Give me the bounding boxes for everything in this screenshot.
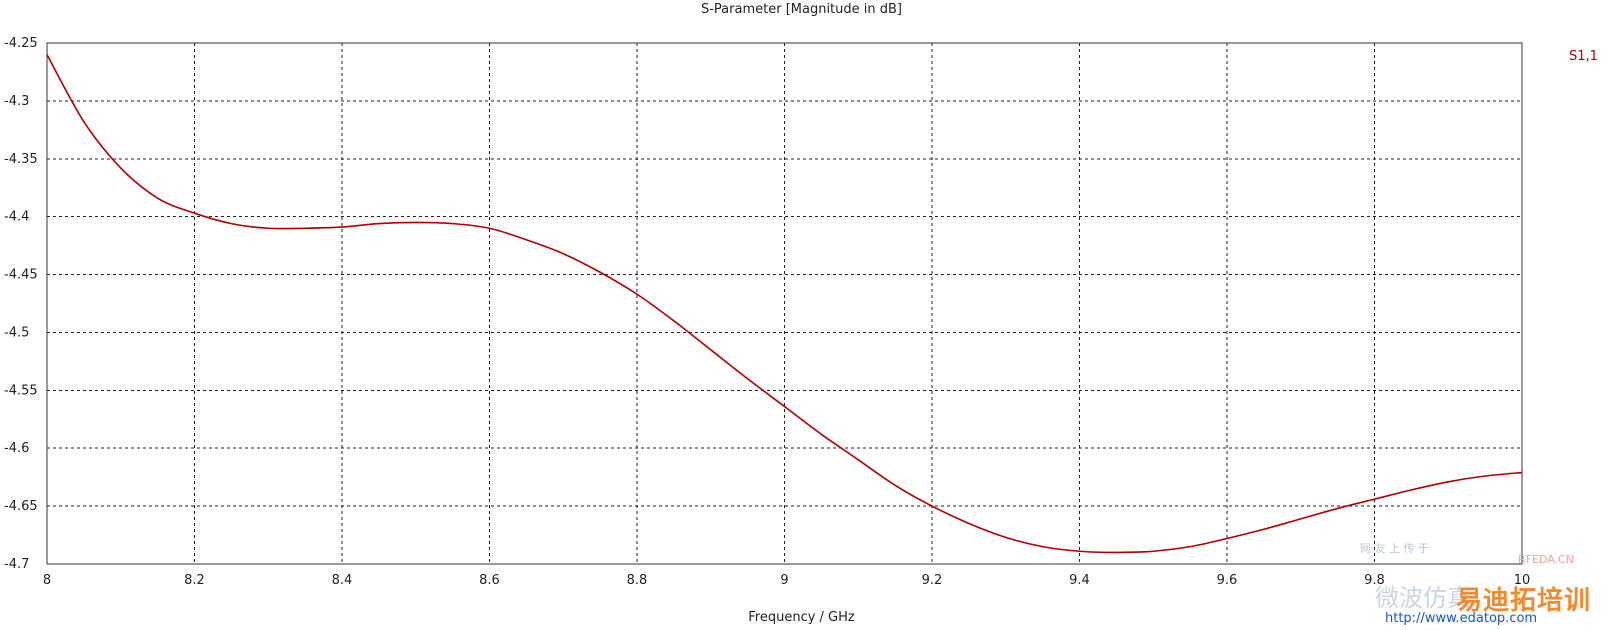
y-tick-label-7: -4.6 (4, 441, 29, 456)
y-tick-label-2: -4.35 (4, 152, 38, 167)
x-tick-label-2: 8.4 (332, 573, 353, 588)
x-tick-label-1: 8.2 (184, 573, 205, 588)
x-tick-label-7: 9.4 (1069, 573, 1090, 588)
y-tick-label-8: -4.65 (4, 499, 38, 514)
legend-series-label: S1,1 (1569, 49, 1598, 64)
x-tick-label-10: 10 (1514, 573, 1531, 588)
x-tick-label-9: 9.8 (1364, 573, 1385, 588)
plot-frame (46, 42, 1523, 565)
x-tick-label-3: 8.6 (479, 573, 500, 588)
y-tick-label-6: -4.55 (4, 383, 38, 398)
x-tick-label-0: 8 (43, 573, 51, 588)
x-tick-label-5: 9 (780, 573, 788, 588)
y-tick-label-3: -4.4 (4, 210, 29, 225)
x-tick-label-8: 9.6 (1217, 573, 1238, 588)
x-tick-label-4: 8.8 (627, 573, 648, 588)
x-tick-label-6: 9.2 (922, 573, 943, 588)
series-line-0 (46, 54, 1523, 554)
y-tick-label-5: -4.5 (4, 325, 29, 340)
y-tick-label-4: -4.45 (4, 268, 38, 283)
y-tick-label-0: -4.25 (4, 36, 38, 51)
x-axis-label: Frequency / GHz (748, 610, 855, 625)
y-tick-label-9: -4.7 (4, 557, 29, 572)
y-tick-label-1: -4.3 (4, 94, 29, 109)
chart-title: S-Parameter [Magnitude in dB] (700, 2, 902, 17)
